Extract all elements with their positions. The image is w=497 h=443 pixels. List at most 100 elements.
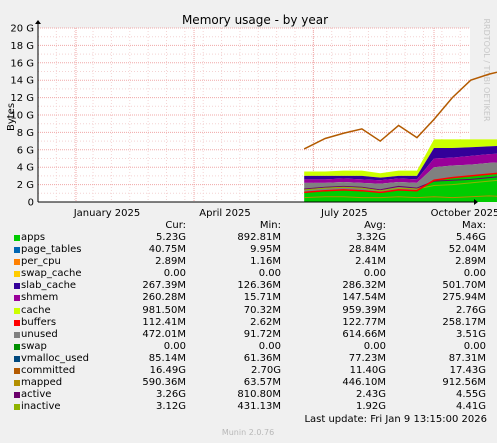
y-tick-label: 4 G: [17, 163, 34, 174]
legend-max: 0.00: [463, 340, 486, 352]
legend-row-committed: committed 16.49G 2.70G 11.40G 17.43G: [13, 365, 491, 377]
area-slab-cache: [304, 145, 497, 181]
legend-min: 63.57M: [243, 377, 281, 389]
legend-name: mapped: [21, 377, 63, 389]
legend-avg: 2.41M: [355, 256, 386, 268]
legend-swatch: [14, 343, 20, 350]
legend-name: swap_cache: [21, 268, 82, 280]
legend-name: unused: [21, 328, 58, 340]
legend-swatch: [14, 307, 20, 314]
munin-footer: Munin 2.0.76: [222, 428, 274, 437]
legend-name: shmem: [21, 292, 59, 304]
legend-name: per_cpu: [21, 256, 61, 268]
legend-row-inactive: inactive 3.12G 431.13M 1.92G 4.41G: [13, 401, 491, 413]
legend-max: 2.76G: [455, 304, 486, 316]
legend-header-avg: Avg:: [364, 220, 386, 231]
legend-avg: 28.84M: [348, 244, 386, 256]
legend-header: Cur: Min: Avg: Max:: [13, 220, 491, 232]
y-tick-label: 20 G: [10, 24, 34, 35]
rrdtool-watermark: RRDTOOL / TOBI OETIKER: [482, 18, 491, 121]
x-tick-label: April 2025: [199, 208, 250, 219]
legend-cur: 85.14M: [148, 352, 186, 364]
line-inactive: [304, 179, 497, 192]
plot-area: [35, 20, 497, 205]
legend-avg: 1.92G: [355, 401, 386, 413]
legend-min: 91.72M: [243, 328, 281, 340]
legend-max: 912.56M: [442, 377, 486, 389]
area-cache: [304, 139, 497, 178]
legend-cur: 40.75M: [148, 244, 186, 256]
legend-avg: 959.39M: [342, 304, 386, 316]
legend-swatch: [14, 295, 20, 302]
area-unused: [304, 162, 497, 193]
legend-row-slab-cache: slab_cache 267.39M 126.36M 286.32M 501.70M: [13, 280, 491, 292]
legend-row-swap: swap 0.00 0.00 0.00 0.00: [13, 341, 491, 353]
area-shmem: [304, 153, 497, 184]
legend-avg: 147.54M: [342, 292, 386, 304]
legend-row-page-tables: page_tables 40.75M 9.95M 28.84M 52.04M: [13, 244, 491, 256]
legend-cur: 2.89M: [155, 256, 186, 268]
legend-max: 52.04M: [448, 244, 486, 256]
legend-header-cur: Cur:: [165, 220, 186, 231]
y-tick-label: 12 G: [10, 93, 34, 104]
legend-cur: 3.12G: [155, 401, 186, 413]
legend-avg: 286.32M: [342, 280, 386, 292]
legend-row-apps: apps 5.23G 892.81M 3.32G 5.46G: [13, 232, 491, 244]
legend-min: 2.70G: [250, 365, 281, 377]
legend-max: 258.17M: [442, 316, 486, 328]
legend-avg: 0.00: [363, 340, 386, 352]
legend-cur: 981.50M: [142, 304, 186, 316]
y-tick-label: 0: [28, 198, 34, 209]
y-tick-label: 6 G: [17, 145, 34, 156]
legend-avg: 77.23M: [348, 352, 386, 364]
legend-max: 4.55G: [455, 389, 486, 401]
legend-row-mapped: mapped 590.36M 63.57M 446.10M 912.56M: [13, 377, 491, 389]
legend-swatch: [14, 259, 20, 266]
y-tick-label: 18 G: [10, 41, 34, 52]
legend-header-min: Min:: [259, 220, 281, 231]
legend-max: 4.41G: [455, 401, 486, 413]
legend-avg: 11.40G: [349, 365, 386, 377]
chart-title: Memory usage - by year: [182, 13, 328, 27]
legend-swatch: [14, 319, 20, 326]
legend-name: committed: [21, 365, 76, 377]
legend-name: cache: [21, 304, 51, 316]
legend-avg: 3.32G: [355, 232, 386, 243]
legend-name: slab_cache: [21, 280, 77, 292]
line-committed: [303, 71, 497, 150]
legend-swatch: [14, 355, 20, 362]
legend-name: inactive: [21, 401, 61, 413]
y-axis-label: Bytes: [6, 103, 17, 131]
line-buffers: [304, 172, 497, 194]
x-axis-arrow: [474, 199, 478, 205]
legend-header-max: Max:: [461, 220, 486, 231]
last-update: Last update: Fri Jan 9 13:15:00 2026: [304, 414, 487, 425]
legend-avg: 446.10M: [342, 377, 386, 389]
legend-cur: 472.01M: [142, 328, 186, 340]
legend-row-unused: unused 472.01M 91.72M 614.66M 3.51G: [13, 329, 491, 341]
legend-max: 3.51G: [455, 328, 486, 340]
legend-swatch: [14, 404, 20, 411]
legend-cur: 5.23G: [155, 232, 186, 243]
y-tick-label: 14 G: [10, 76, 34, 87]
legend-cur: 590.36M: [142, 377, 186, 389]
legend-max: 17.43G: [449, 365, 486, 377]
legend-max: 501.70M: [442, 280, 486, 292]
legend-row-swap-cache: swap_cache 0.00 0.00 0.00 0.00: [13, 268, 491, 280]
y-tick-label: 2 G: [17, 180, 34, 191]
legend-min: 431.13M: [237, 401, 281, 413]
y-axis-arrow: [35, 20, 41, 24]
legend-name: buffers: [21, 316, 57, 328]
legend-max: 275.94M: [442, 292, 486, 304]
legend-max: 5.46G: [455, 232, 486, 243]
legend-row-active: active 3.26G 810.80M 2.43G 4.55G: [13, 389, 491, 401]
legend-swatch: [14, 368, 20, 375]
legend-row-shmem: shmem 260.28M 15.71M 147.54M 275.94M: [13, 292, 491, 304]
legend-name: vmalloc_used: [21, 352, 90, 364]
line-mapped: [304, 195, 497, 199]
legend-swatch: [14, 283, 20, 290]
legend-min: 15.71M: [243, 292, 281, 304]
y-tick-label: 8 G: [17, 128, 34, 139]
legend-min: 1.16M: [250, 256, 281, 268]
legend-min: 126.36M: [237, 280, 281, 292]
